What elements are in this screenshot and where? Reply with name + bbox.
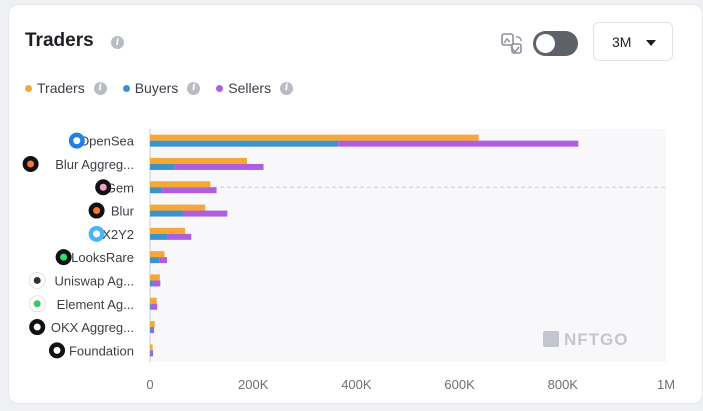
bar-sellers: [167, 233, 192, 240]
x-tick-label: 400K: [341, 377, 372, 392]
category-label: X2Y2: [102, 227, 134, 242]
bar-buyers: [150, 257, 160, 264]
bar-traders: [150, 251, 165, 258]
chevron-down-icon: [646, 40, 656, 46]
bar-traders: [150, 274, 160, 281]
info-icon[interactable]: i: [111, 36, 124, 49]
bar-sellers: [159, 257, 168, 264]
x-tick-label: 0: [146, 377, 153, 392]
bar-traders: [150, 227, 186, 234]
legend-dot-sellers: [216, 84, 224, 92]
gem-logo-icon: [95, 179, 112, 196]
bar-sellers: [151, 327, 155, 334]
bar-traders: [150, 134, 479, 141]
legend-item-sellers[interactable]: Sellers i: [216, 80, 294, 96]
nftgo-watermark-icon: [543, 331, 559, 347]
toggle-switch[interactable]: [533, 31, 578, 56]
timeframe-select[interactable]: 3M: [593, 22, 673, 61]
blur-aggregator-logo-icon: [22, 155, 39, 172]
x-tick-label: 200K: [238, 377, 269, 392]
legend-label-traders: Traders: [37, 80, 85, 96]
legend-label-buyers: Buyers: [134, 80, 179, 96]
nftgo-watermark: NFTGO: [564, 330, 629, 349]
image-swap-icon[interactable]: [501, 33, 523, 55]
bar-sellers: [174, 163, 264, 170]
element-logo-icon: [28, 295, 46, 313]
bar-traders: [150, 297, 157, 304]
timeframe-value: 3M: [612, 34, 632, 50]
bar-sellers: [151, 303, 158, 310]
x-tick-label: 800K: [548, 377, 579, 392]
info-icon[interactable]: i: [280, 81, 294, 95]
looksrare-logo-icon: [55, 249, 72, 266]
category-label: Blur: [111, 204, 135, 219]
okx-logo-icon: [29, 319, 46, 336]
category-label: LooksRare: [71, 250, 134, 265]
legend-item-traders[interactable]: Traders i: [25, 80, 107, 96]
bar-buyers: [150, 350, 152, 357]
x-tick-label: 1M: [657, 377, 675, 392]
legend-dot-buyers: [122, 84, 130, 92]
category-label: OKX Aggreg...: [51, 320, 134, 335]
x-tick-label: 600K: [444, 377, 475, 392]
category-label: Uniswap Ag...: [55, 273, 135, 288]
foundation-logo-icon: [49, 342, 65, 359]
bar-sellers: [152, 280, 161, 287]
bar-buyers: [150, 187, 163, 194]
info-icon[interactable]: i: [93, 81, 107, 95]
legend-dot-traders: [25, 84, 32, 92]
legend-label-sellers: Sellers: [228, 80, 272, 96]
bar-buyers: [150, 210, 184, 217]
bar-buyers: [150, 140, 339, 147]
category-label: Foundation: [69, 343, 134, 358]
page-title: Traders: [25, 30, 94, 51]
bar-buyers: [150, 327, 152, 334]
opensea-logo-icon: [68, 132, 85, 149]
chart-legend: Traders i Buyers i Sellers i: [25, 80, 294, 96]
bar-traders: [150, 344, 153, 351]
bar-traders: [150, 157, 248, 164]
category-label: OpenSea: [79, 134, 135, 149]
category-label: Gem: [106, 180, 134, 195]
bar-buyers: [150, 163, 175, 170]
category-label: Element Ag...: [57, 297, 134, 312]
info-icon[interactable]: i: [187, 81, 201, 95]
bar-sellers: [151, 350, 154, 357]
bar-traders: [150, 204, 206, 211]
bar-buyers: [150, 280, 153, 287]
bar-sellers: [162, 187, 217, 194]
bar-traders: [150, 181, 211, 188]
uniswap-logo-icon: [28, 272, 46, 289]
legend-item-buyers[interactable]: Buyers i: [122, 80, 201, 96]
bar-sellers: [338, 140, 579, 147]
bar-buyers: [150, 303, 152, 310]
bar-buyers: [150, 233, 168, 240]
x2y2-logo-icon: [88, 225, 105, 242]
bar-sellers: [183, 210, 228, 217]
category-label: Blur Aggreg...: [55, 157, 134, 172]
blur-logo-icon: [88, 202, 105, 219]
bar-traders: [150, 321, 155, 328]
toggle-knob: [536, 34, 555, 53]
